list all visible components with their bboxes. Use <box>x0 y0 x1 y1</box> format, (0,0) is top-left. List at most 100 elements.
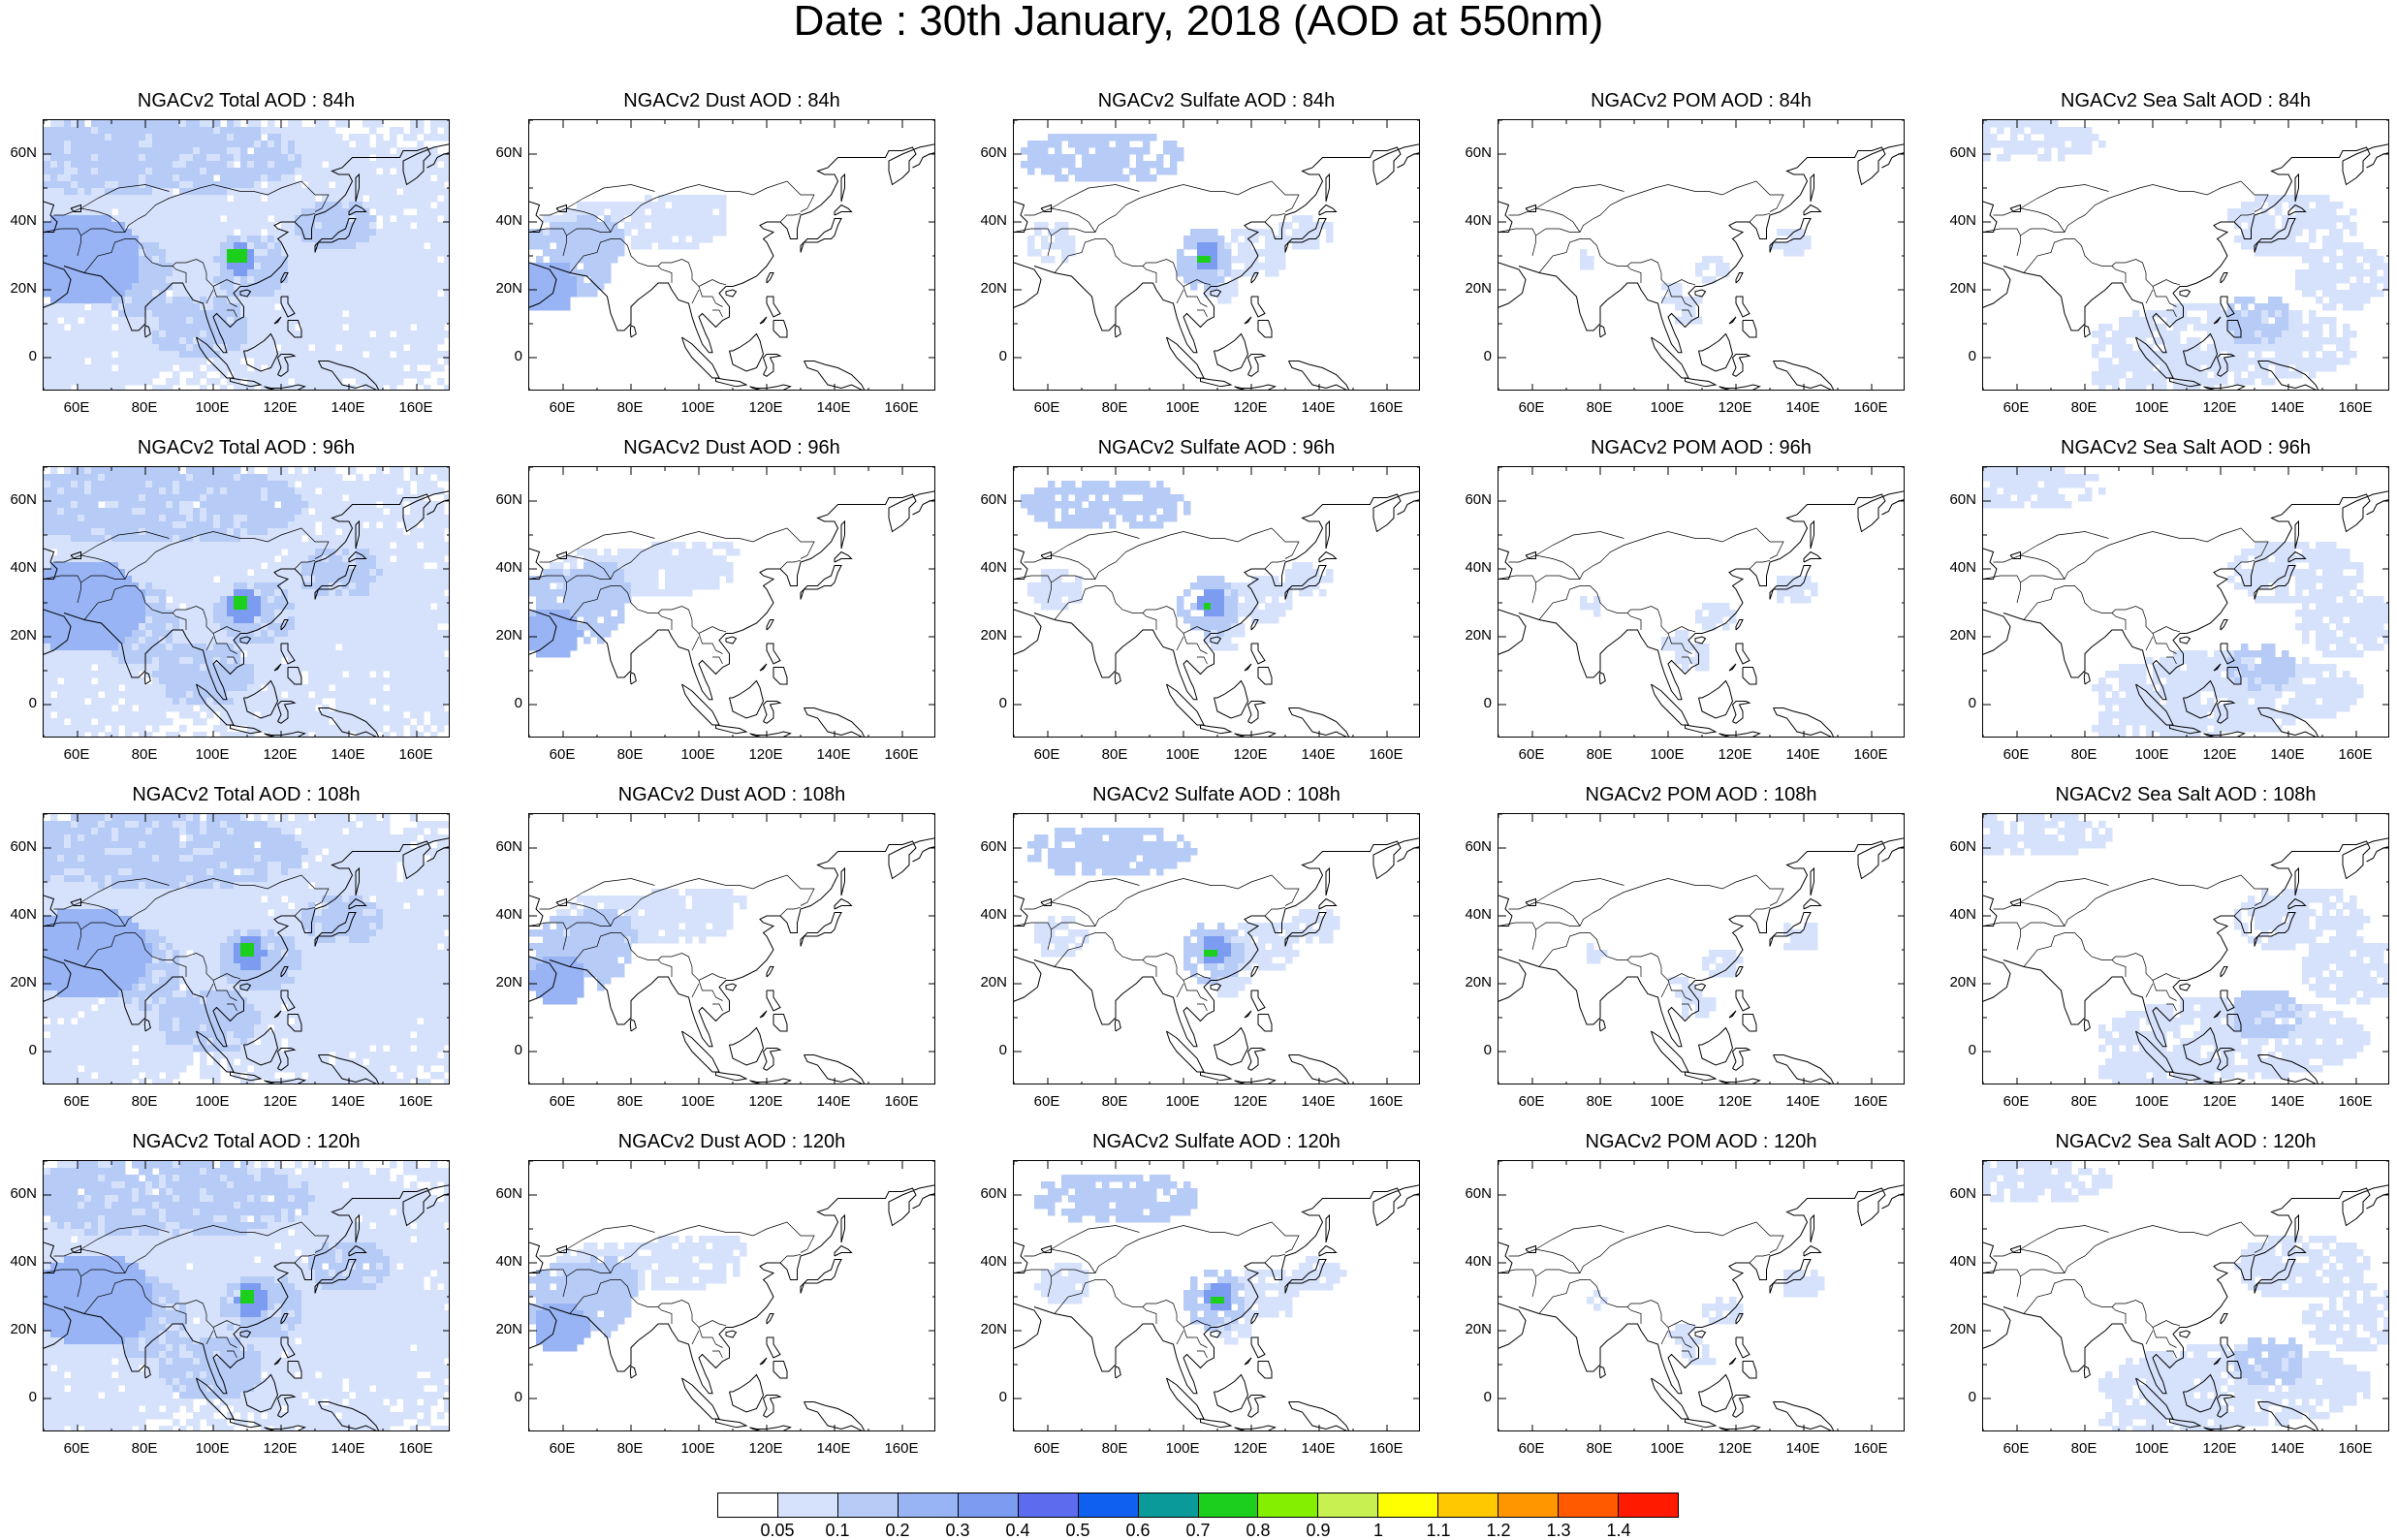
latitude-label: 0 <box>484 696 522 711</box>
latitude-label: 20N <box>1938 975 1976 990</box>
longitude-label: 100E <box>2128 1094 2176 1110</box>
aod-map-panel <box>1498 119 1905 391</box>
longitude-label: 80E <box>1090 1094 1139 1110</box>
longitude-label: 120E <box>741 400 790 416</box>
colorbar-tick-label: 0.05 <box>753 1522 802 1539</box>
latitude-label: 60N <box>1938 145 1976 161</box>
aod-map-panel <box>1982 119 2389 391</box>
aod-map-panel <box>1982 1160 2389 1431</box>
longitude-label: 60E <box>1992 400 2040 416</box>
aod-map-panel <box>528 119 935 391</box>
longitude-label: 120E <box>256 1094 304 1110</box>
latitude-label: 0 <box>968 349 1007 364</box>
colorbar-swatch <box>1438 1493 1498 1517</box>
latitude-label: 60N <box>0 1186 37 1202</box>
aod-field <box>44 814 450 1084</box>
panel-title: NGACv2 POM AOD : 120h <box>1498 1131 1905 1152</box>
longitude-label: 80E <box>1090 1441 1139 1457</box>
longitude-label: 60E <box>52 400 101 416</box>
aod-map-panel <box>43 119 450 391</box>
longitude-label: 120E <box>1226 400 1275 416</box>
longitude-label: 100E <box>188 747 237 763</box>
latitude-label: 0 <box>1453 696 1492 711</box>
latitude-label: 40N <box>1938 560 1976 576</box>
longitude-label: 160E <box>2331 1441 2380 1457</box>
aod-field <box>1983 814 2389 1084</box>
latitude-label: 60N <box>0 492 37 508</box>
colorbar-tick-label: 0.8 <box>1234 1522 1282 1539</box>
colorbar-swatch <box>838 1493 899 1517</box>
latitude-label: 20N <box>484 975 522 990</box>
latitude-label: 0 <box>0 349 37 364</box>
latitude-label: 40N <box>1453 1254 1492 1270</box>
aod-map-panel <box>528 813 935 1084</box>
axis-ticks <box>1498 814 1905 1084</box>
latitude-label: 40N <box>484 560 522 576</box>
latitude-label: 20N <box>968 628 1007 644</box>
longitude-label: 60E <box>1992 747 2040 763</box>
latitude-label: 20N <box>484 628 522 644</box>
longitude-label: 80E <box>606 747 654 763</box>
longitude-label: 60E <box>1507 1094 1556 1110</box>
aod-field <box>44 467 450 738</box>
longitude-label: 160E <box>1846 1094 1895 1110</box>
latitude-label: 40N <box>968 1254 1007 1270</box>
longitude-label: 80E <box>1575 1441 1624 1457</box>
aod-map-panel <box>1982 813 2389 1084</box>
colorbar-swatch <box>1318 1493 1378 1517</box>
panel-title: NGACv2 Sea Salt AOD : 108h <box>1982 784 2389 805</box>
longitude-label: 140E <box>324 1441 372 1457</box>
aod-field <box>44 120 450 391</box>
panel-title: NGACv2 Sulfate AOD : 108h <box>1013 784 1420 805</box>
longitude-label: 100E <box>1158 747 1207 763</box>
longitude-label: 120E <box>1226 1441 1275 1457</box>
longitude-label: 140E <box>1294 400 1342 416</box>
longitude-label: 140E <box>324 747 372 763</box>
panel-title: NGACv2 Total AOD : 96h <box>43 437 450 458</box>
latitude-label: 40N <box>484 213 522 229</box>
colorbar-tick-label: 1.3 <box>1534 1522 1583 1539</box>
latitude-label: 0 <box>1938 696 1976 711</box>
coastlines <box>1498 838 1905 1085</box>
longitude-label: 60E <box>1507 1441 1556 1457</box>
latitude-label: 40N <box>0 213 37 229</box>
longitude-label: 100E <box>1643 1441 1691 1457</box>
longitude-label: 160E <box>1362 400 1410 416</box>
latitude-label: 60N <box>0 145 37 161</box>
longitude-label: 140E <box>1779 1441 1827 1457</box>
longitude-label: 120E <box>1711 400 1759 416</box>
aod-field <box>1587 1270 1825 1366</box>
longitude-label: 160E <box>2331 1094 2380 1110</box>
panel-title: NGACv2 Dust AOD : 96h <box>528 437 935 458</box>
aod-map-panel <box>1013 813 1420 1084</box>
latitude-label: 60N <box>484 492 522 508</box>
latitude-label: 20N <box>968 1322 1007 1337</box>
aod-map-panel <box>43 1160 450 1431</box>
longitude-label: 60E <box>52 747 101 763</box>
latitude-label: 40N <box>968 560 1007 576</box>
axis-ticks <box>1498 1161 1905 1431</box>
panel-title: NGACv2 Dust AOD : 120h <box>528 1131 935 1152</box>
aod-map-panel <box>1982 466 2389 738</box>
latitude-label: 60N <box>1453 145 1492 161</box>
panel-title: NGACv2 Sea Salt AOD : 96h <box>1982 437 2389 458</box>
latitude-label: 20N <box>0 628 37 644</box>
longitude-label: 140E <box>809 1094 858 1110</box>
longitude-label: 60E <box>1507 400 1556 416</box>
colorbar-swatch <box>1139 1493 1199 1517</box>
longitude-label: 160E <box>2331 747 2380 763</box>
latitude-label: 60N <box>968 492 1007 508</box>
longitude-label: 140E <box>2263 747 2312 763</box>
aod-map-panel <box>528 1160 935 1431</box>
longitude-label: 60E <box>52 1441 101 1457</box>
longitude-label: 80E <box>1575 747 1624 763</box>
longitude-label: 100E <box>188 400 237 416</box>
latitude-label: 0 <box>968 696 1007 711</box>
latitude-label: 60N <box>1938 839 1976 855</box>
latitude-label: 20N <box>0 281 37 297</box>
latitude-label: 0 <box>484 349 522 364</box>
colorbar-swatch <box>1378 1493 1438 1517</box>
axis-ticks <box>1498 467 1905 738</box>
longitude-label: 60E <box>52 1094 101 1110</box>
longitude-label: 60E <box>538 1094 586 1110</box>
